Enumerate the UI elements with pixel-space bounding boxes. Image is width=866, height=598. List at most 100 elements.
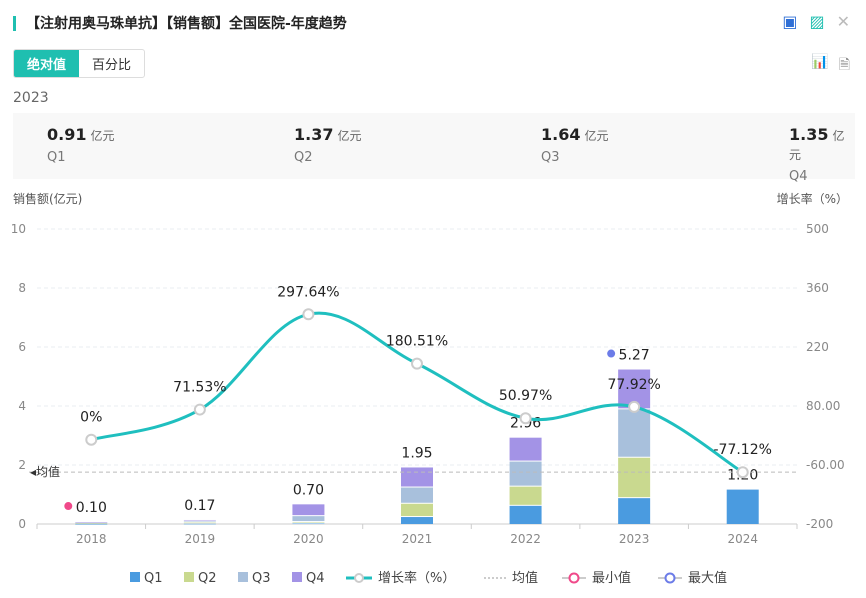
summary-card: 1.37 亿元 Q2 bbox=[294, 125, 362, 165]
bar-segment-Q1 bbox=[401, 517, 433, 524]
growth-point bbox=[519, 412, 532, 425]
bar-segment-Q3 bbox=[509, 461, 542, 486]
y-axis-label: 销售额(亿元) bbox=[13, 192, 83, 206]
legend-label: 均值 bbox=[512, 570, 538, 586]
bar-segment-Q3 bbox=[401, 487, 433, 503]
bar-segment-Q4 bbox=[75, 522, 108, 523]
bar-segment-Q4 bbox=[401, 467, 433, 487]
y2-tick-label: 80.00 bbox=[806, 399, 840, 413]
y-tick-label: 8 bbox=[18, 281, 26, 295]
summary-label: Q2 bbox=[294, 150, 313, 165]
chart-view-icon[interactable]: 📊 bbox=[811, 54, 829, 70]
bar-segment-Q3 bbox=[292, 516, 325, 522]
y-tick-label: 10 bbox=[11, 222, 26, 236]
x-tick-label: 2024 bbox=[727, 532, 758, 546]
summary-label: Q4 bbox=[789, 169, 808, 184]
x-tick-label: 2020 bbox=[293, 532, 324, 546]
legend-label: 增长率（%） bbox=[378, 570, 455, 586]
bar-total-label: 0.70 bbox=[293, 482, 324, 498]
summary-label: Q1 bbox=[47, 150, 66, 165]
growth-point bbox=[628, 400, 641, 413]
x-tick-label: 2023 bbox=[619, 532, 650, 546]
growth-point bbox=[302, 308, 315, 321]
min-marker bbox=[64, 502, 73, 511]
bar-total-label: 5.27 bbox=[619, 348, 650, 364]
legend-line-marker bbox=[354, 573, 364, 583]
y2-tick-label: 220 bbox=[806, 340, 829, 354]
legend-swatch-Q1 bbox=[130, 572, 140, 582]
legend-min-marker bbox=[568, 572, 580, 584]
bar-segment-Q2 bbox=[618, 457, 651, 498]
growth-point bbox=[736, 466, 749, 479]
y-tick-label: 2 bbox=[18, 458, 26, 472]
percent-tab[interactable]: 百分比 bbox=[92, 58, 132, 73]
excel-export-icon[interactable]: ▣ bbox=[782, 12, 798, 31]
y-tick-label: 6 bbox=[18, 340, 26, 354]
growth-label: 297.64% bbox=[277, 284, 339, 300]
y2-tick-label: -200 bbox=[806, 517, 833, 531]
table-view-icon[interactable]: 🗎 bbox=[838, 57, 850, 73]
x-tick-label: 2022 bbox=[510, 532, 541, 546]
summary-year: 2023 bbox=[13, 90, 49, 106]
summary-card: 1.64 亿元 Q3 bbox=[541, 125, 609, 165]
y2-axis-label: 增长率（%） bbox=[776, 192, 848, 206]
legend-label: 最大值 bbox=[688, 570, 727, 586]
growth-label: 0% bbox=[80, 410, 102, 426]
summary-unit: 亿元 bbox=[584, 129, 609, 143]
bar-segment-Q4 bbox=[509, 437, 542, 461]
bar-segment-Q3 bbox=[618, 409, 651, 457]
bar-segment-Q1 bbox=[618, 498, 651, 524]
bar-segment-Q1 bbox=[292, 523, 325, 525]
bar-total-label: 1.95 bbox=[401, 445, 432, 461]
summary-unit: 亿元 bbox=[789, 129, 845, 162]
x-tick-label: 2018 bbox=[76, 532, 107, 546]
close-icon[interactable]: ✕ bbox=[836, 12, 850, 31]
title-accent bbox=[13, 15, 16, 31]
growth-point bbox=[85, 433, 98, 446]
summary-label: Q3 bbox=[541, 150, 560, 165]
growth-label: 77.92% bbox=[607, 377, 660, 393]
title-text: 【注射用奥马珠单抗】【销售额】全国医院-年度趋势 bbox=[26, 16, 347, 32]
summary-value: 1.35 bbox=[789, 125, 829, 144]
chart-title: 【注射用奥马珠单抗】【销售额】全国医院-年度趋势 bbox=[13, 13, 347, 33]
legend-label: Q2 bbox=[198, 571, 217, 586]
bar-segment-Q2 bbox=[292, 522, 325, 523]
legend-swatch-Q4 bbox=[292, 572, 302, 582]
bar-segment-Q2 bbox=[75, 523, 108, 525]
y2-tick-label: 360 bbox=[806, 281, 829, 295]
x-tick-label: 2019 bbox=[185, 532, 216, 546]
bar-segment-Q1 bbox=[75, 524, 108, 525]
bar-segment-Q1 bbox=[509, 505, 542, 524]
legend-label: 最小值 bbox=[592, 570, 631, 586]
y2-tick-label: 500 bbox=[806, 222, 829, 236]
bar-segment-Q3 bbox=[75, 522, 108, 524]
bar-segment-Q4 bbox=[292, 504, 325, 516]
summary-panel: 0.91 亿元 Q1 1.37 亿元 Q2 1.64 亿元 Q3 1.35 亿元 Q4 bbox=[13, 113, 855, 184]
value-mode-toggle: 绝对值 百分比 bbox=[13, 49, 146, 78]
bar-segment-Q1 bbox=[726, 489, 759, 524]
growth-label: 50.97% bbox=[499, 388, 552, 404]
growth-point bbox=[411, 357, 423, 370]
bar-segment-Q4 bbox=[183, 519, 216, 521]
bar-segment-Q2 bbox=[509, 486, 542, 505]
y-tick-label: 0 bbox=[18, 517, 26, 531]
bar-segment-Q3 bbox=[183, 521, 216, 522]
bar-segment-Q2 bbox=[183, 522, 216, 524]
bar-total-label: 0.17 bbox=[184, 498, 215, 514]
mean-label: ◂均值 bbox=[30, 464, 60, 479]
max-marker bbox=[607, 349, 616, 358]
image-export-icon[interactable]: ▨ bbox=[809, 12, 825, 31]
legend-label: Q1 bbox=[144, 571, 163, 586]
summary-value: 1.37 bbox=[294, 125, 334, 144]
summary-card: 1.35 亿元 Q4 bbox=[789, 125, 855, 184]
legend-label: Q4 bbox=[306, 571, 325, 586]
legend-max-marker bbox=[664, 572, 676, 584]
summary-unit: 亿元 bbox=[90, 129, 115, 143]
absolute-tab[interactable]: 绝对值 bbox=[14, 50, 80, 77]
summary-card: 0.91 亿元 Q1 bbox=[47, 125, 115, 165]
summary-value: 1.64 bbox=[541, 125, 581, 144]
bar-segment-Q2 bbox=[401, 503, 433, 517]
y2-tick-label: -60.00 bbox=[806, 458, 845, 472]
x-tick-label: 2021 bbox=[402, 532, 433, 546]
